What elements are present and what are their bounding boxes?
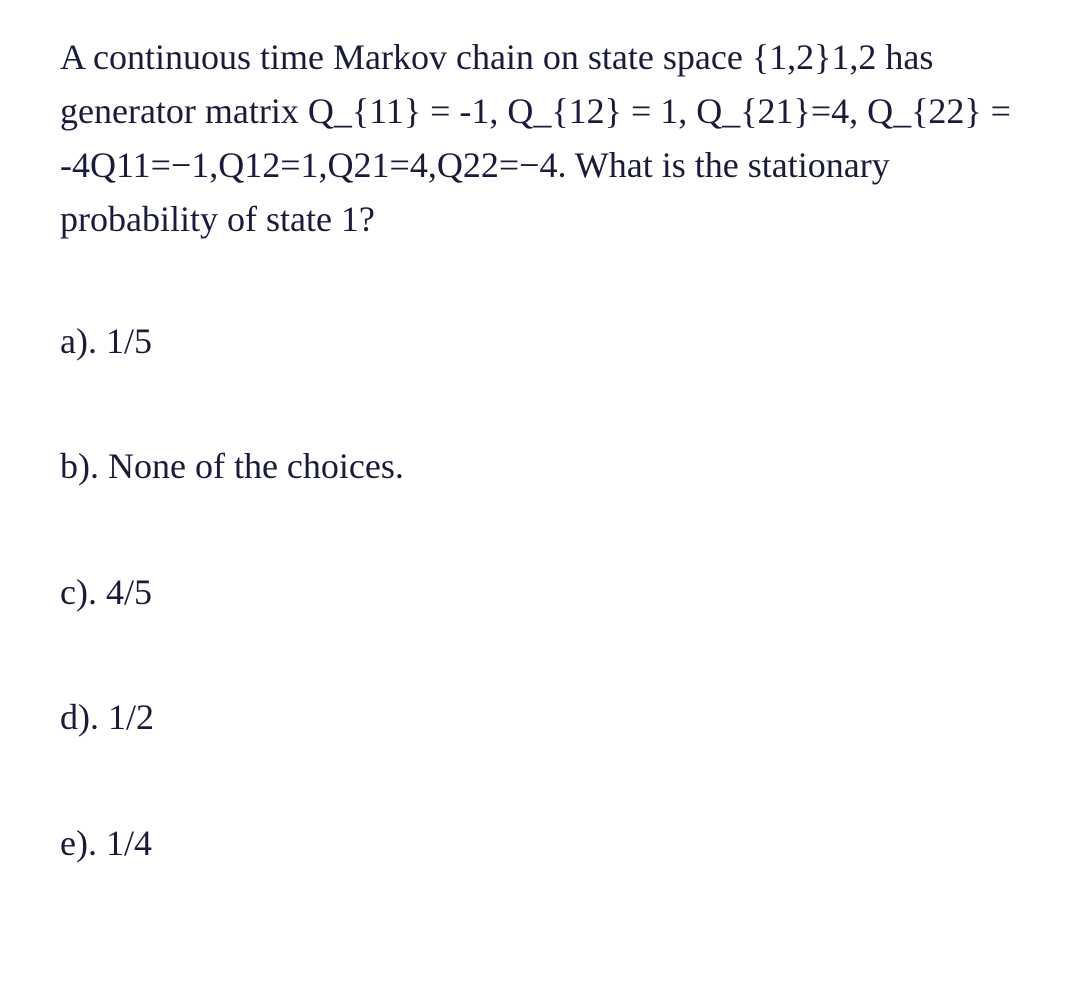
choice-a: a). 1/5 xyxy=(60,316,1020,366)
choice-b: b). None of the choices. xyxy=(60,441,1020,491)
choice-e: e). 1/4 xyxy=(60,818,1020,868)
choice-d: d). 1/2 xyxy=(60,692,1020,742)
choice-c: c). 4/5 xyxy=(60,567,1020,617)
question-text: A continuous time Markov chain on state … xyxy=(60,30,1020,246)
